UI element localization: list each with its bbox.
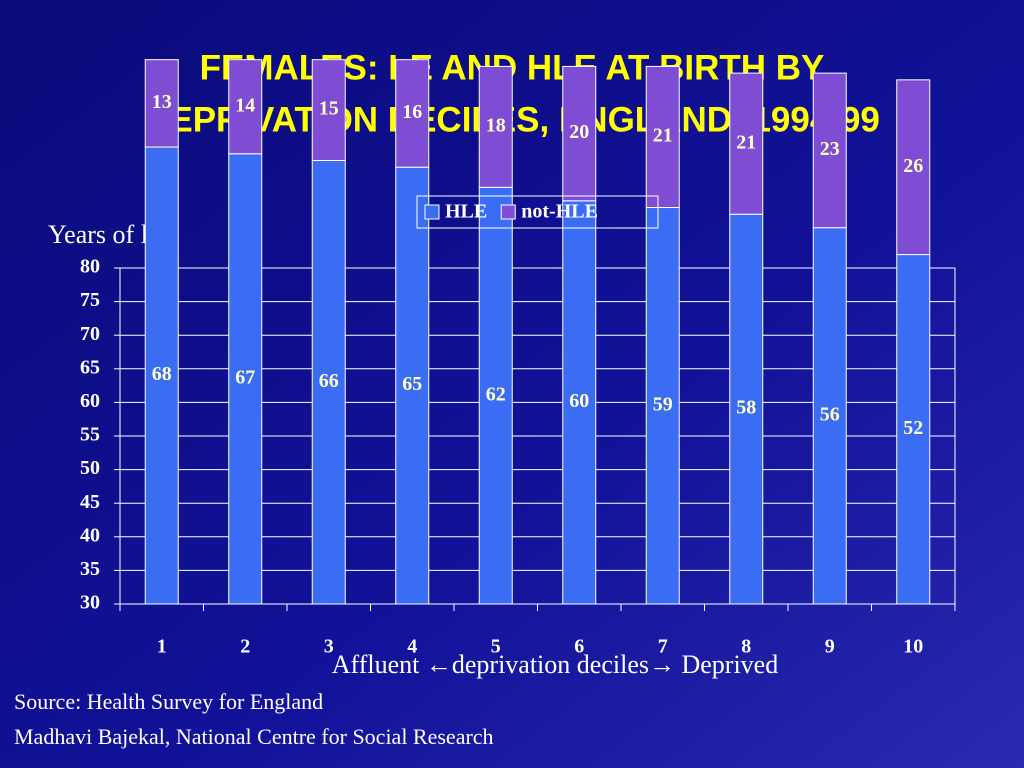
value-label: 52 — [903, 417, 923, 439]
value-label: 14 — [235, 94, 255, 116]
bar-segment — [729, 72, 764, 215]
x-tick-label: 4 — [407, 636, 417, 658]
legend-swatch — [424, 204, 440, 220]
bar-segment — [478, 186, 513, 605]
note: Madhavi Bajekal, National Centre for Soc… — [14, 724, 494, 749]
bar-segment — [311, 159, 346, 605]
value-label: 58 — [736, 397, 756, 419]
x-tick-label: 7 — [658, 636, 668, 658]
x-tick-label: 6 — [574, 636, 584, 658]
value-label: 26 — [903, 155, 923, 177]
value-label: 60 — [569, 390, 589, 412]
value-label: 18 — [486, 114, 506, 136]
y-tick-label: 75 — [80, 289, 100, 311]
value-label: 15 — [319, 98, 339, 120]
y-tick-label: 70 — [80, 323, 100, 345]
x-tick-label: 8 — [741, 636, 751, 658]
legend-box — [416, 195, 659, 229]
bar-segment — [812, 72, 847, 229]
y-tick-label: 55 — [80, 424, 100, 446]
value-label: 68 — [152, 363, 172, 385]
legend-label: not-HLE — [521, 201, 598, 223]
bar-segment — [896, 254, 931, 605]
x-tick-label: 9 — [825, 636, 835, 658]
bar-segment — [896, 79, 931, 256]
bar-segment — [562, 65, 597, 202]
y-tick-label: 60 — [80, 390, 100, 412]
bar-segment — [645, 65, 680, 209]
value-label: 21 — [736, 131, 756, 153]
legend-swatch — [500, 204, 516, 220]
bar-segment — [144, 146, 179, 605]
y-tick-label: 35 — [80, 558, 100, 580]
y-tick-label: 40 — [80, 524, 100, 546]
bar-segment — [311, 59, 346, 161]
value-label: 20 — [569, 121, 589, 143]
bar-segment — [478, 65, 513, 188]
x-axis-label: Affluent ←deprivation deciles→ Deprived — [332, 650, 778, 679]
value-label: 23 — [820, 138, 840, 160]
bar-segment — [228, 59, 263, 155]
value-label: 13 — [152, 91, 172, 113]
value-label: 66 — [319, 370, 339, 392]
value-label: 56 — [820, 403, 840, 425]
x-tick-label: 3 — [324, 636, 334, 658]
note: Source: Health Survey for England — [14, 689, 323, 714]
y-tick-label: 30 — [80, 592, 100, 614]
bar-segment — [395, 166, 430, 605]
bar-segment — [395, 59, 430, 168]
y-tick-label: 50 — [80, 457, 100, 479]
y-tick-label: 65 — [80, 356, 100, 378]
value-label: 16 — [402, 101, 422, 123]
value-label: 62 — [486, 383, 506, 405]
value-label: 65 — [402, 373, 422, 395]
y-tick-label: 80 — [80, 256, 100, 278]
bar-segment — [144, 59, 179, 148]
bar-segment — [228, 153, 263, 605]
value-label: 59 — [653, 393, 673, 415]
x-tick-label: 5 — [491, 636, 501, 658]
x-tick-label: 2 — [240, 636, 250, 658]
x-tick-label: 1 — [157, 636, 167, 658]
legend-label: HLE — [445, 201, 487, 223]
y-tick-label: 45 — [80, 491, 100, 513]
value-label: 67 — [235, 366, 255, 388]
x-tick-label: 10 — [903, 636, 923, 658]
value-label: 21 — [653, 125, 673, 147]
